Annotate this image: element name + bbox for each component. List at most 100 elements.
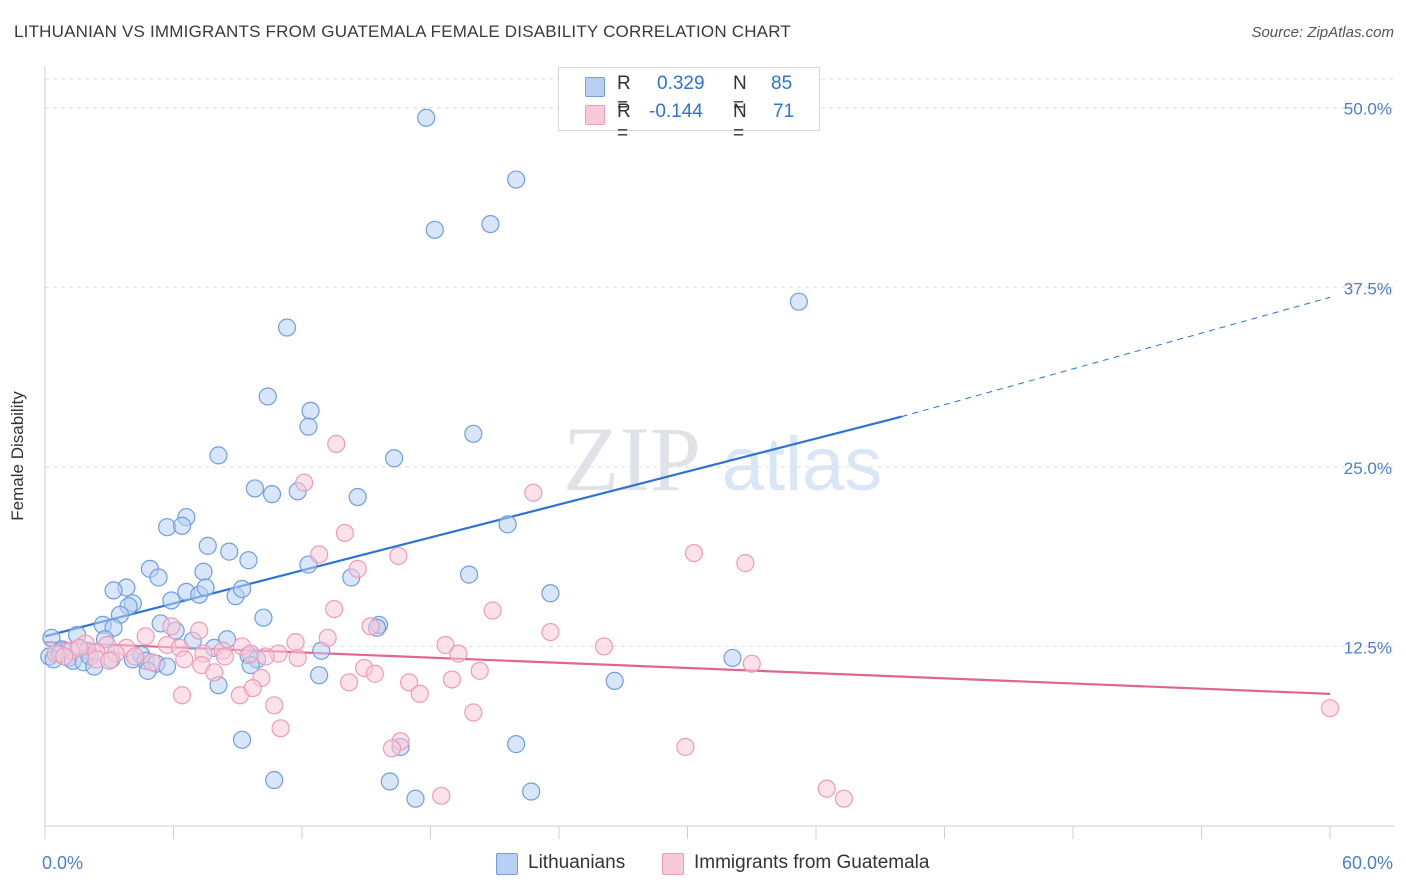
legend-swatch-blue — [496, 853, 518, 875]
point-lithuanians — [384, 449, 404, 468]
point-lithuanians — [262, 485, 282, 504]
point-lithuanians — [481, 214, 500, 234]
point-guatemala — [310, 545, 329, 564]
n-label: N = — [733, 101, 747, 144]
point-guatemala — [286, 633, 305, 652]
n-value: 85 — [771, 73, 793, 94]
point-guatemala — [399, 673, 419, 692]
point-guatemala — [432, 786, 451, 805]
point-lithuanians — [417, 108, 436, 127]
r-label: R = — [617, 101, 631, 144]
point-lithuanians — [232, 579, 252, 599]
y-tick-label: 12.5% — [1344, 638, 1392, 657]
point-lithuanians — [406, 789, 425, 808]
point-guatemala — [524, 483, 543, 502]
point-guatemala — [361, 617, 380, 636]
legend-label: Immigrants from Guatemala — [694, 852, 930, 873]
point-lithuanians — [310, 666, 329, 685]
point-guatemala — [70, 638, 89, 657]
point-guatemala — [382, 739, 402, 758]
point-lithuanians — [162, 591, 181, 610]
point-guatemala — [175, 650, 194, 669]
r-value: -0.144 — [649, 101, 703, 122]
point-guatemala — [817, 779, 836, 798]
point-guatemala — [442, 670, 462, 689]
point-guatemala — [136, 627, 155, 646]
point-guatemala — [215, 647, 234, 666]
point-lithuanians — [258, 387, 277, 406]
point-lithuanians — [149, 568, 168, 587]
point-guatemala — [736, 554, 755, 573]
r-value: 0.329 — [657, 73, 705, 94]
point-lithuanians — [239, 551, 258, 570]
point-lithuanians — [459, 565, 479, 584]
point-lithuanians — [789, 292, 808, 311]
n-label: N = — [733, 73, 747, 116]
point-lithuanians — [254, 608, 273, 627]
watermark-zip: ZIP — [563, 408, 701, 510]
chart-title: LITHUANIAN VS IMMIGRANTS FROM GUATEMALA … — [14, 22, 791, 41]
point-lithuanians — [301, 401, 320, 420]
swatch-blue — [585, 77, 605, 97]
point-guatemala — [256, 647, 275, 666]
point-guatemala — [464, 703, 483, 722]
point-guatemala — [288, 648, 307, 668]
point-guatemala — [205, 663, 224, 682]
point-lithuanians — [464, 424, 483, 443]
point-guatemala — [55, 647, 74, 666]
point-lithuanians — [299, 417, 318, 436]
point-lithuanians — [194, 562, 213, 581]
point-lithuanians — [209, 446, 228, 465]
y-tick-label: 25.0% — [1344, 459, 1392, 478]
point-guatemala — [172, 686, 192, 705]
point-guatemala — [190, 621, 209, 640]
point-lithuanians — [104, 581, 123, 600]
point-lithuanians — [172, 516, 192, 535]
point-guatemala — [742, 654, 761, 673]
point-guatemala — [142, 653, 162, 672]
point-lithuanians — [245, 479, 264, 498]
point-lithuanians — [723, 648, 742, 668]
point-guatemala — [1320, 699, 1340, 718]
point-lithuanians — [198, 536, 217, 555]
point-guatemala — [594, 637, 614, 656]
y-tick-label: 50.0% — [1344, 100, 1392, 119]
point-guatemala — [325, 599, 344, 619]
point-guatemala — [243, 678, 262, 698]
r-label: R = — [617, 73, 631, 116]
point-lithuanians — [232, 730, 252, 749]
point-guatemala — [271, 719, 290, 738]
point-guatemala — [541, 622, 560, 642]
swatch-pink — [585, 105, 605, 125]
point-guatemala — [365, 664, 384, 683]
point-guatemala — [449, 644, 468, 663]
point-lithuanians — [157, 657, 177, 676]
point-guatemala — [335, 523, 354, 543]
watermark-atlas: atlas — [722, 422, 883, 507]
point-lithuanians — [541, 584, 560, 603]
point-guatemala — [436, 635, 455, 655]
point-guatemala — [483, 601, 502, 620]
point-guatemala — [100, 651, 119, 670]
point-guatemala — [470, 661, 489, 680]
point-lithuanians — [157, 518, 177, 537]
point-lithuanians — [220, 542, 239, 561]
point-lithuanians — [265, 770, 284, 790]
point-lithuanians — [522, 782, 541, 801]
stats-box: R = 0.329 N = 85 R = -0.144 N = 71 — [558, 67, 820, 144]
point-guatemala — [684, 543, 704, 563]
watermark: ZIP atlas — [563, 408, 882, 510]
legend-label: Lithuanians — [528, 852, 626, 873]
point-lithuanians — [348, 487, 367, 507]
tick-labels: 12.5% 25.0% 37.5% 50.0% 0.0% 60.0% — [42, 100, 1393, 873]
n-value: 71 — [773, 101, 795, 122]
point-guatemala — [834, 789, 853, 808]
point-lithuanians — [277, 318, 297, 337]
trend-line-extension — [901, 296, 1331, 418]
point-guatemala — [318, 628, 337, 647]
point-guatemala — [295, 473, 314, 492]
point-guatemala — [265, 696, 284, 715]
legend-swatch-pink — [662, 853, 684, 875]
y-axis-label: Female Disability — [8, 391, 27, 521]
